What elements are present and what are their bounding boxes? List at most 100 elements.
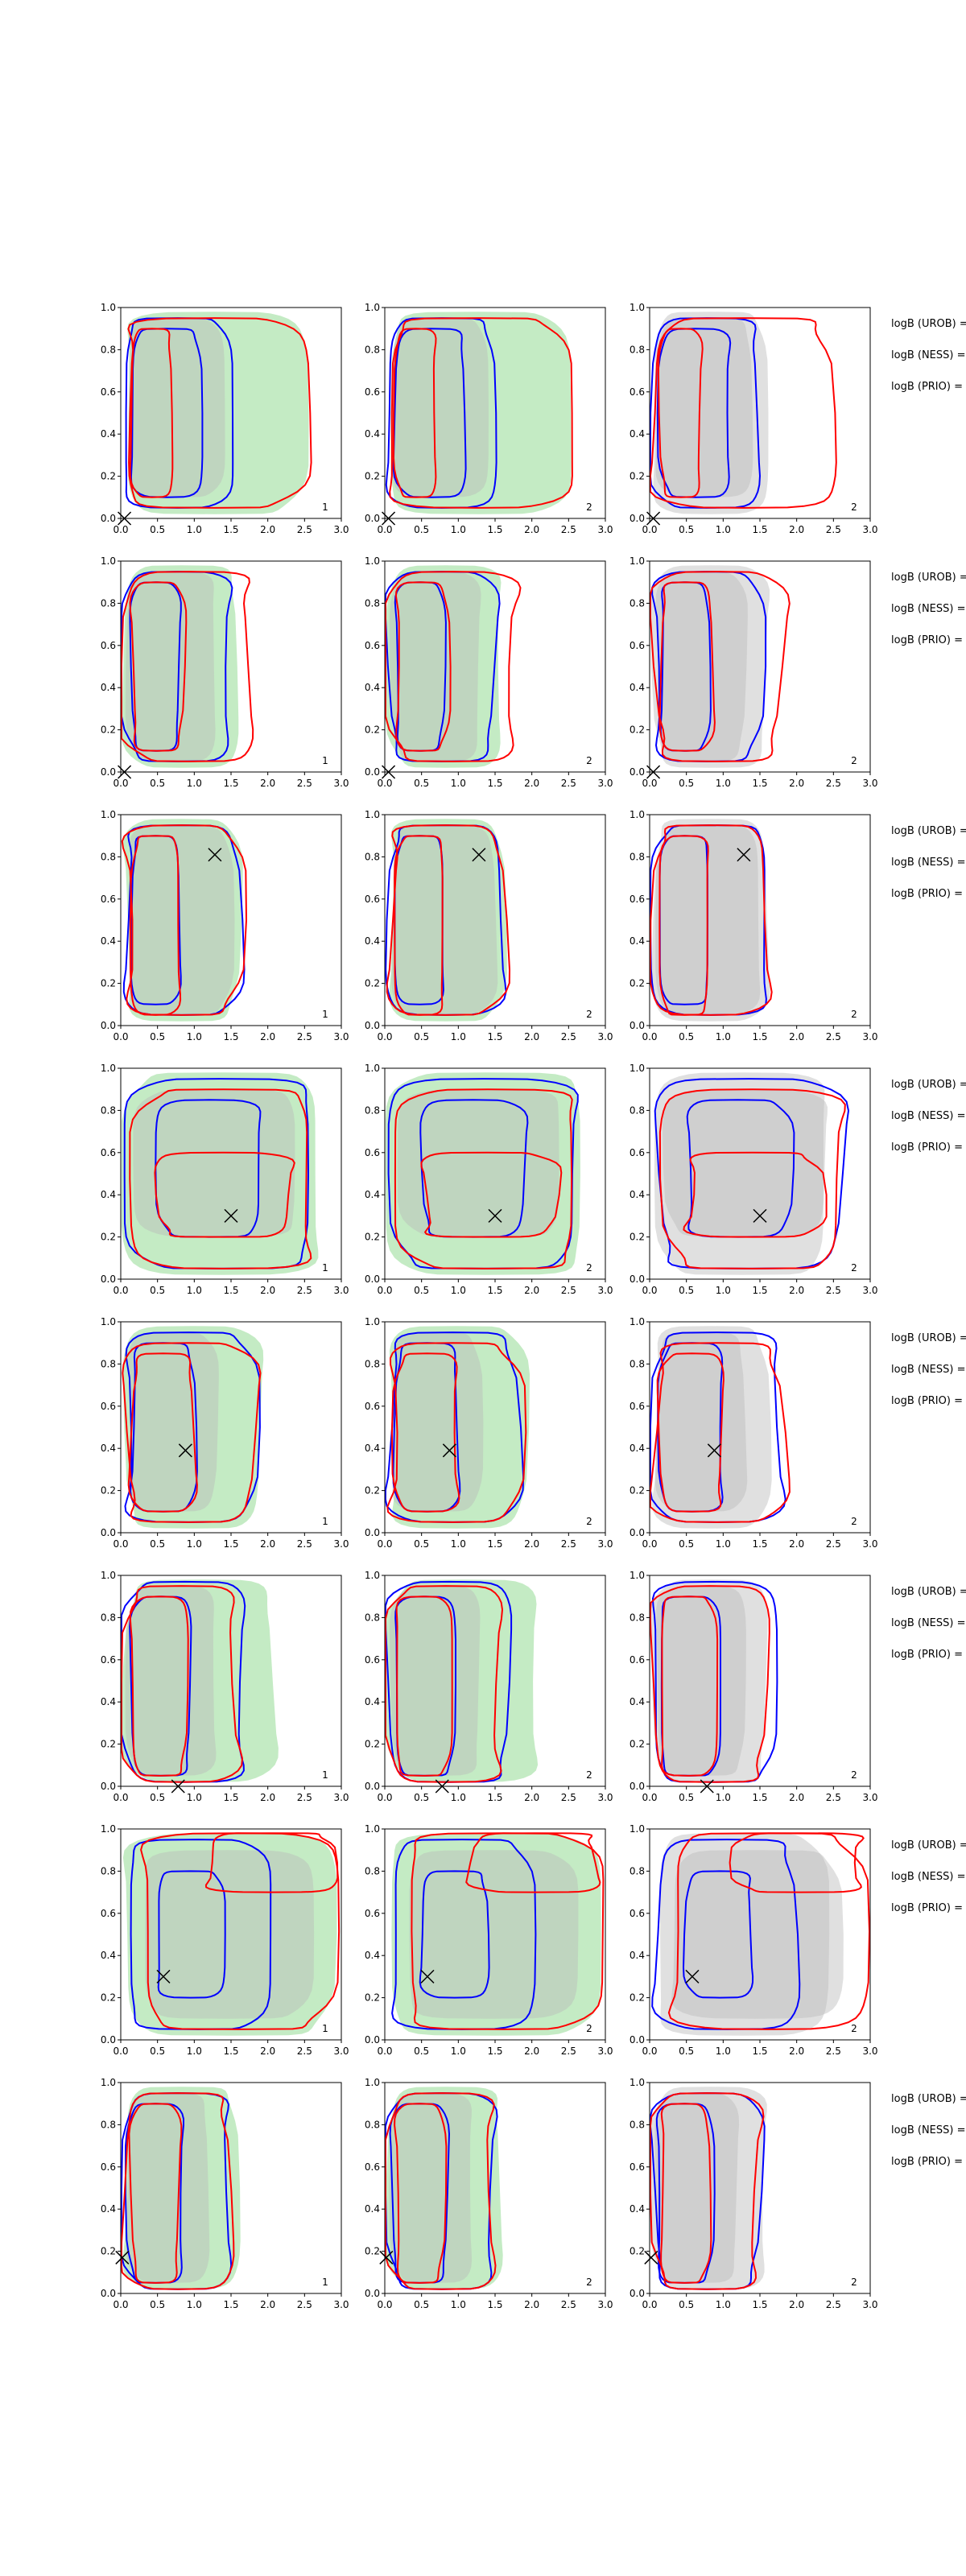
x-tick-label: 2.0 [524, 1538, 539, 1550]
x-tick-label: 1.0 [451, 2299, 466, 2310]
logb-label: logB (NESS) = [891, 1617, 965, 1629]
shaded-region-outer [653, 312, 769, 514]
y-tick-label: 0.0 [101, 1020, 116, 1031]
x-tick-label: 0.5 [679, 1031, 694, 1042]
contour-blue-outer [125, 317, 234, 509]
shaded-region-outer [651, 819, 770, 1022]
panel-r1-c3: 0.0 0.5 1.0 1.5 2.0 2.5 3.0 0.0 0.2 0.4 0.6 0.8 1.0 2 [630, 302, 878, 535]
y-tick-label: 0.6 [365, 640, 380, 651]
plot-area [385, 1326, 530, 1529]
x-tick-label: 2.0 [260, 1792, 275, 1803]
x-tick-label: 0.0 [642, 524, 657, 535]
x-tick-label: 0.0 [642, 1538, 657, 1550]
y-tick-label: 0.4 [101, 1950, 116, 1961]
contour-red-outer [385, 1585, 504, 1783]
contour-blue-outer [387, 1078, 579, 1269]
y-tick-label: 0.4 [365, 1696, 380, 1707]
marker-x [379, 2250, 394, 2264]
shaded-region-inner [389, 572, 481, 762]
x-tick-label: 0.0 [113, 2299, 128, 2310]
x-tick-label: 3.0 [333, 1031, 349, 1042]
y-tick-label: 0.4 [630, 1443, 645, 1454]
y-tick-label: 1.0 [365, 809, 380, 820]
x-tick-label: 0.5 [679, 2046, 694, 2057]
y-tick-label: 0.4 [365, 1950, 380, 1961]
panel-number: 1 [322, 502, 328, 513]
panel-number: 1 [322, 1262, 328, 1274]
contour-blue-inner [682, 1870, 754, 1999]
marker-x [753, 1208, 767, 1223]
shaded-region-outer [122, 2087, 241, 2289]
contour-red-inner [729, 1832, 865, 1893]
y-tick-label: 0.8 [101, 1358, 116, 1369]
logb-label: logB (PRIO) = [891, 1141, 963, 1154]
x-tick-label: 2.5 [297, 1792, 312, 1803]
panel-number: 2 [586, 502, 592, 513]
x-tick-label: 0.0 [642, 2299, 657, 2310]
contour-blue-outer [650, 317, 762, 509]
plot-area [385, 1579, 539, 1783]
y-tick-label: 0.0 [630, 2034, 645, 2046]
y-tick-label: 0.0 [101, 1781, 116, 1792]
contour-blue-outer [654, 1078, 850, 1269]
plot-area [122, 1832, 341, 2036]
contour-blue-inner [157, 1870, 226, 1999]
x-tick-label: 0.0 [642, 1792, 657, 1803]
contour-red-inner [129, 581, 188, 752]
y-tick-label: 0.0 [365, 2034, 380, 2046]
x-tick-label: 1.0 [187, 1031, 202, 1042]
y-tick-label: 0.2 [630, 1992, 645, 2004]
x-tick-label: 2.0 [789, 524, 804, 535]
x-tick-label: 1.0 [187, 2046, 202, 2057]
y-tick-label: 0.2 [630, 471, 645, 482]
y-tick-label: 0.4 [630, 682, 645, 693]
contour-red-inner [420, 1151, 563, 1238]
y-tick-label: 0.0 [365, 513, 380, 524]
contour-red-inner [657, 328, 704, 498]
panel-number: 2 [851, 1769, 857, 1781]
x-tick-label: 0.0 [377, 778, 392, 789]
y-tick-label: 0.2 [365, 1739, 380, 1750]
y-tick-label: 0.4 [365, 1443, 380, 1454]
x-tick-label: 1.0 [451, 1285, 466, 1296]
plot-area [650, 1579, 778, 1783]
marker-x [472, 848, 486, 862]
contour-blue-inner [129, 1596, 192, 1777]
contour-red-inner [661, 1596, 719, 1777]
contour-blue-inner [419, 1870, 490, 1999]
panel-r8-c3: 0.0 0.5 1.0 1.5 2.0 2.5 3.0 0.0 0.2 0.4 0.6 0.8 1.0 2 [630, 2077, 878, 2310]
y-tick-label: 0.6 [101, 640, 116, 651]
y-tick-label: 0.4 [365, 1189, 380, 1200]
marker-x [115, 2250, 130, 2264]
y-tick-label: 0.8 [365, 1104, 380, 1116]
x-tick-label: 1.5 [752, 524, 767, 535]
y-tick-label: 0.4 [101, 935, 116, 947]
marker-x [224, 1208, 238, 1223]
panel-r8-c2: 0.0 0.5 1.0 1.5 2.0 2.5 3.0 0.0 0.2 0.4 0.6 0.8 1.0 2 [365, 2077, 613, 2310]
y-tick-label: 1.0 [365, 1316, 380, 1327]
x-tick-label: 1.0 [187, 1285, 202, 1296]
shaded-region-inner [125, 572, 216, 762]
y-tick-label: 0.8 [101, 344, 116, 355]
contour-blue-inner [392, 328, 467, 498]
x-tick-label: 2.5 [561, 2299, 576, 2310]
y-tick-label: 0.6 [365, 1401, 380, 1412]
x-tick-label: 1.0 [451, 524, 466, 535]
x-tick-label: 2.5 [826, 1792, 841, 1803]
contour-blue-inner [124, 2103, 184, 2284]
panel-number: 2 [851, 2277, 857, 2288]
y-tick-label: 0.2 [630, 724, 645, 736]
x-tick-label: 2.5 [297, 524, 312, 535]
panel-number: 2 [586, 1009, 592, 1020]
y-tick-label: 0.8 [101, 1104, 116, 1116]
x-tick-label: 1.0 [451, 1792, 466, 1803]
y-tick-label: 0.0 [101, 1527, 116, 1538]
panel-number: 1 [322, 1009, 328, 1020]
y-tick-label: 0.0 [365, 1527, 380, 1538]
x-tick-label: 0.0 [377, 1031, 392, 1042]
marker-x [707, 1443, 721, 1458]
x-tick-label: 3.0 [597, 1538, 613, 1550]
x-tick-label: 0.5 [414, 1538, 429, 1550]
y-tick-label: 0.2 [365, 724, 380, 736]
x-tick-label: 3.0 [333, 1538, 349, 1550]
